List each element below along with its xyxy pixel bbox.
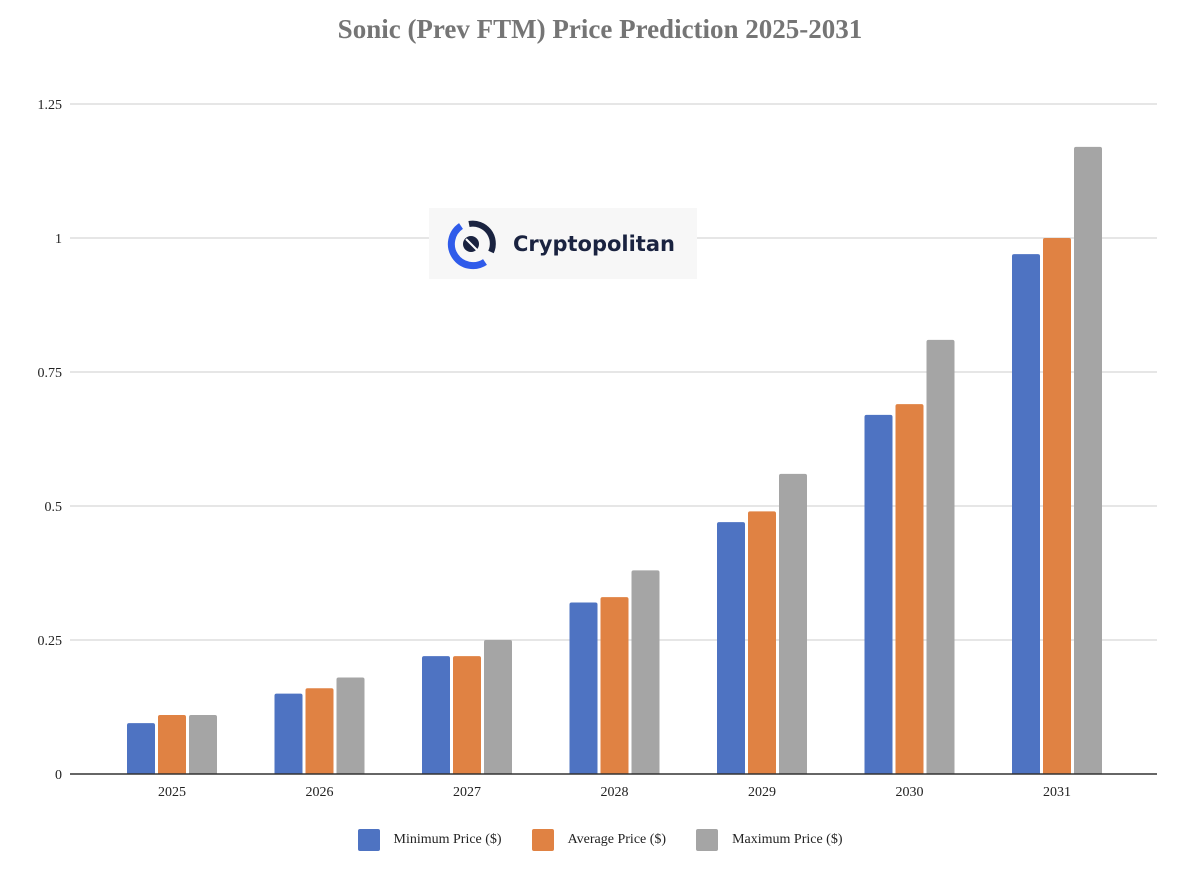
bar (158, 715, 186, 774)
x-tick-label: 2025 (158, 785, 186, 800)
bar (1074, 146, 1102, 774)
legend-item: Maximum Price ($) (696, 829, 843, 851)
legend-label: Average Price ($) (567, 832, 667, 847)
bar (779, 473, 807, 774)
y-tick-label: 1 (55, 232, 62, 247)
x-tick-label: 2028 (601, 785, 629, 800)
bar (717, 522, 745, 774)
bar (748, 511, 776, 774)
bar (127, 723, 155, 774)
legend-label: Maximum Price ($) (732, 832, 843, 847)
bar (484, 640, 512, 774)
bar (1012, 254, 1040, 774)
cryptopolitan-logo-icon (447, 220, 496, 269)
bar (305, 688, 334, 774)
y-tick-label: 0.75 (38, 366, 63, 381)
chart-title: Sonic (Prev FTM) Price Prediction 2025-2… (337, 14, 863, 44)
bar (336, 677, 365, 774)
legend: Minimum Price ($) Average Price ($) Maximu… (0, 829, 1200, 851)
x-tick-label: 2029 (748, 785, 776, 800)
bar (189, 715, 217, 774)
bar (274, 693, 303, 774)
legend-item: Minimum Price ($) (357, 829, 502, 851)
legend-label: Minimum Price ($) (393, 832, 502, 847)
bar (569, 602, 598, 774)
bar (926, 339, 955, 774)
x-tick-label: 2031 (1043, 785, 1071, 800)
watermark-text: Cryptopolitan (513, 231, 675, 256)
bar (864, 414, 893, 774)
watermark-logo: Cryptopolitan (429, 208, 697, 279)
legend-swatch (531, 829, 554, 851)
y-tick-label: 0.5 (45, 500, 63, 515)
x-tick-label: 2030 (896, 785, 924, 800)
bar (600, 597, 629, 774)
bar (895, 404, 924, 774)
x-tick-label: 2027 (453, 785, 481, 800)
legend-swatch (357, 829, 380, 851)
bar (1043, 238, 1071, 774)
y-tick-label: 0 (55, 768, 62, 783)
y-tick-label: 0.25 (38, 634, 63, 649)
x-tick-label: 2026 (306, 785, 334, 800)
bar (422, 656, 450, 774)
bar (453, 656, 481, 774)
legend-item: Average Price ($) (531, 829, 667, 851)
bar (631, 570, 660, 774)
y-tick-label: 1.25 (38, 98, 63, 113)
legend-swatch (696, 829, 719, 851)
